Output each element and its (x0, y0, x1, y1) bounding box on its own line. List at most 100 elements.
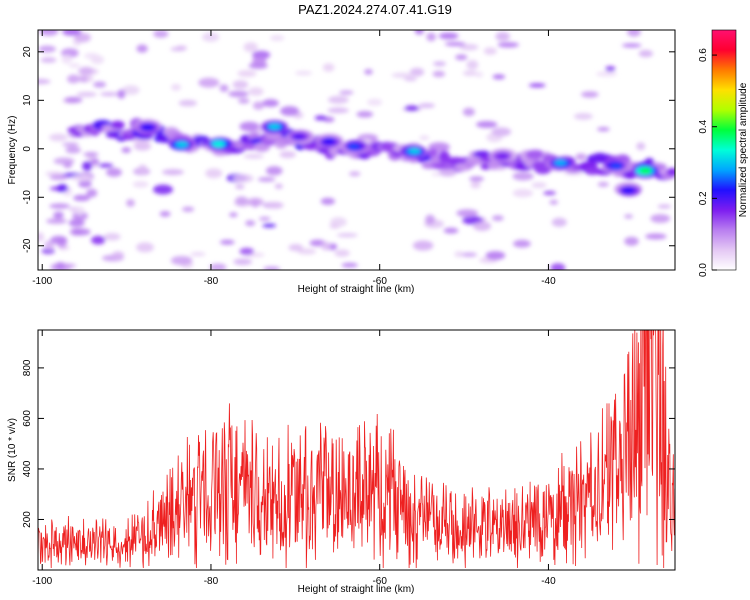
snr-y-tick-label: 600 (22, 410, 33, 427)
heatmap-cell (170, 46, 185, 52)
spectrogram-heatmap (38, 30, 675, 270)
heatmap-cell (137, 164, 148, 175)
snr-line (38, 330, 675, 569)
heatmap-peak (268, 123, 281, 130)
heatmap-cell (431, 172, 441, 177)
heatmap-cell (274, 183, 283, 189)
heatmap-cell (49, 203, 71, 209)
heatmap-peak (176, 141, 189, 148)
heatmap-cell (64, 96, 83, 104)
spectrogram-frame (37, 29, 676, 271)
heatmap-cell (320, 241, 332, 251)
heatmap-cell (391, 72, 414, 78)
colorbar-tick-label: 0.2 (698, 191, 709, 205)
heatmap-peak (408, 147, 421, 154)
heatmap-cell (252, 56, 267, 66)
heatmap-cell (474, 71, 484, 78)
heatmap-peak (639, 167, 652, 174)
spectrogram-y-axis-label: Frequency (Hz) (7, 116, 18, 185)
heatmap-cell (573, 112, 593, 120)
heatmap-cell (454, 251, 464, 258)
snr-x-axis: -100 -80 -60 -40 (32, 330, 556, 587)
heatmap-cell (170, 83, 182, 91)
spectrogram-x-axis: -100 -80 -60 -40 (32, 30, 556, 287)
heatmap-ridge-cell (525, 149, 546, 160)
heatmap-cell (624, 236, 639, 246)
snr-y-axis-label: SNR (10 * v/v) (7, 418, 18, 482)
heatmap-cell (248, 87, 264, 96)
heatmap-cell (232, 174, 254, 183)
heatmap-cell (153, 184, 173, 195)
heatmap-cell (512, 172, 534, 181)
heatmap-cell (232, 80, 249, 90)
spectrogram-x-tick-label: -80 (204, 276, 219, 287)
heatmap-cell (49, 174, 69, 181)
heatmap-cell (71, 174, 93, 182)
heatmap-cell (322, 63, 335, 72)
heatmap-cell (469, 176, 484, 182)
heatmap-cell (459, 43, 479, 51)
heatmap-cell (550, 263, 566, 270)
heatmap-cell (219, 239, 235, 245)
heatmap-cell (320, 197, 335, 205)
heatmap-cell (364, 68, 373, 75)
heatmap-cell (657, 204, 672, 209)
heatmap-cell (53, 157, 75, 165)
heatmap-cell (650, 214, 671, 223)
heatmap-cell (314, 115, 327, 121)
heatmap-cell (473, 221, 492, 231)
heatmap-cell (133, 141, 152, 151)
heatmap-cell (258, 216, 271, 221)
heatmap-cell (205, 168, 223, 179)
spectrogram-y-tick-label: 10 (22, 94, 33, 106)
heatmap-cell (636, 142, 646, 151)
heatmap-cell (297, 248, 317, 255)
heatmap-cell (136, 242, 154, 253)
heatmap-cell (295, 70, 313, 76)
snr-x-tick-label: -60 (372, 576, 387, 587)
heatmap-cell (252, 101, 265, 110)
heatmap-cell (266, 201, 284, 209)
heatmap-ridge-cell (667, 167, 675, 176)
spectrogram-x-tick-label: -40 (541, 276, 556, 287)
heatmap-cell (409, 67, 425, 77)
heatmap-cell (38, 45, 57, 53)
heatmap-cell (470, 181, 481, 189)
heatmap-cell (243, 153, 264, 159)
heatmap-cell (111, 251, 125, 260)
heatmap-cell (627, 30, 641, 37)
heatmap-cell (412, 240, 434, 251)
heatmap-peak (554, 159, 567, 166)
colorbar-axis: 0.0 0.2 0.4 0.6 (698, 48, 717, 277)
spectrogram-y-tick-label: -10 (22, 190, 33, 205)
heatmap-cell (491, 127, 512, 137)
heatmap-cell (76, 91, 97, 97)
snr-series (38, 330, 675, 569)
heatmap-cell (605, 66, 616, 72)
heatmap-cell (117, 89, 126, 99)
heatmap-cell (327, 107, 349, 114)
heatmap-cell (443, 227, 459, 234)
heatmap-cell (483, 47, 497, 55)
colorbar-label: Normalized spectral amplitude (738, 82, 749, 217)
heatmap-cell (237, 69, 257, 78)
heatmap-cell (404, 76, 418, 82)
heatmap-cell (75, 206, 85, 215)
heatmap-peak (347, 143, 360, 150)
heatmap-cell (182, 206, 195, 212)
heatmap-cell (492, 74, 506, 80)
heatmap-cell (53, 211, 64, 219)
heatmap-cell (461, 252, 478, 257)
heatmap-cell (462, 107, 475, 117)
heatmap-cell (67, 74, 80, 84)
heatmap-ridge-cell (110, 120, 125, 130)
heatmap-cell (531, 182, 547, 189)
heatmap-cell (162, 169, 184, 176)
heatmap-cell (190, 251, 206, 257)
heatmap-cell (239, 121, 260, 132)
heatmap-cell (68, 63, 81, 68)
heatmap-cell (262, 223, 277, 228)
heatmap-cell (455, 54, 468, 61)
spectrogram-x-tick-label: -100 (32, 276, 52, 287)
